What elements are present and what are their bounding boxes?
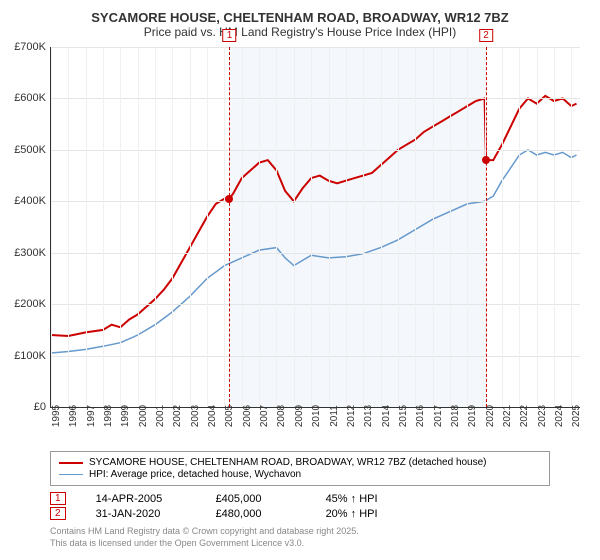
x-axis-label: 1997 (86, 405, 97, 427)
x-axis-label: 2025 (571, 405, 582, 427)
x-axis-label: 2020 (485, 405, 496, 427)
y-axis-label: £500K (6, 144, 46, 156)
x-axis-label: 2024 (554, 405, 565, 427)
x-axis-label: 1999 (120, 405, 131, 427)
legend-item: HPI: Average price, detached house, Wych… (59, 469, 541, 480)
x-axis-label: 2008 (276, 405, 287, 427)
sales-list: 1 14-APR-2005 £405,000 45% ↑ HPI 2 31-JAN-202… (10, 492, 590, 520)
x-axis-label: 2012 (346, 405, 357, 427)
x-axis-label: 2004 (207, 405, 218, 427)
x-axis-label: 2005 (224, 405, 235, 427)
legend-label: SYCAMORE HOUSE, CHELTENHAM ROAD, BROADWA… (89, 457, 487, 468)
sale-row: 1 14-APR-2005 £405,000 45% ↑ HPI (50, 492, 550, 505)
x-axis-label: 2001 (155, 405, 166, 427)
x-axis-label: 2019 (467, 405, 478, 427)
sale-point (482, 156, 490, 164)
y-axis-label: £200K (6, 298, 46, 310)
sale-number: 2 (50, 507, 66, 520)
y-axis-label: £0 (6, 401, 46, 413)
legend-swatch (59, 474, 83, 476)
x-axis-label: 2014 (381, 405, 392, 427)
x-axis-label: 1998 (103, 405, 114, 427)
x-axis-label: 1996 (68, 405, 79, 427)
x-axis-label: 2011 (329, 405, 340, 427)
x-axis-label: 2017 (433, 405, 444, 427)
sale-delta: 20% ↑ HPI (326, 508, 378, 520)
x-axis-label: 2018 (450, 405, 461, 427)
x-axis-label: 2010 (311, 405, 322, 427)
marker-label: 1 (223, 29, 237, 42)
y-axis-label: £100K (6, 350, 46, 362)
x-axis-label: 2023 (537, 405, 548, 427)
x-axis-label: 2013 (363, 405, 374, 427)
sale-price: £480,000 (216, 508, 296, 520)
plot-area: £0£100K£200K£300K£400K£500K£600K£700K199… (50, 47, 580, 408)
x-axis-label: 2003 (190, 405, 201, 427)
sale-number: 1 (50, 492, 66, 505)
legend-swatch (59, 462, 83, 464)
chart-container: SYCAMORE HOUSE, CHELTENHAM ROAD, BROADWA… (10, 10, 590, 549)
chart-title: SYCAMORE HOUSE, CHELTENHAM ROAD, BROADWA… (10, 10, 590, 25)
x-axis-label: 1995 (51, 405, 62, 427)
x-axis-label: 2021 (502, 405, 513, 427)
x-axis-label: 2006 (242, 405, 253, 427)
y-axis-label: £600K (6, 92, 46, 104)
legend-item: SYCAMORE HOUSE, CHELTENHAM ROAD, BROADWA… (59, 457, 541, 468)
sale-delta: 45% ↑ HPI (326, 493, 378, 505)
legend: SYCAMORE HOUSE, CHELTENHAM ROAD, BROADWA… (50, 451, 550, 486)
attribution-line: Contains HM Land Registry data © Crown c… (50, 526, 550, 538)
y-axis-label: £700K (6, 41, 46, 53)
sale-point (225, 195, 233, 203)
sale-price: £405,000 (216, 493, 296, 505)
sale-row: 2 31-JAN-2020 £480,000 20% ↑ HPI (50, 507, 550, 520)
y-axis-label: £300K (6, 247, 46, 259)
attribution-line: This data is licensed under the Open Gov… (50, 538, 550, 550)
x-axis-label: 2000 (138, 405, 149, 427)
x-axis-label: 2007 (259, 405, 270, 427)
chart-lines (51, 47, 580, 407)
sale-date: 14-APR-2005 (96, 493, 186, 505)
attribution: Contains HM Land Registry data © Crown c… (50, 526, 550, 549)
chart-subtitle: Price paid vs. HM Land Registry's House … (10, 25, 590, 39)
marker-label: 2 (479, 29, 493, 42)
x-axis-label: 2016 (415, 405, 426, 427)
legend-label: HPI: Average price, detached house, Wych… (89, 469, 301, 480)
sale-date: 31-JAN-2020 (96, 508, 186, 520)
x-axis-label: 2022 (519, 405, 530, 427)
x-axis-label: 2002 (172, 405, 183, 427)
x-axis-label: 2009 (294, 405, 305, 427)
x-axis-label: 2015 (398, 405, 409, 427)
y-axis-label: £400K (6, 195, 46, 207)
